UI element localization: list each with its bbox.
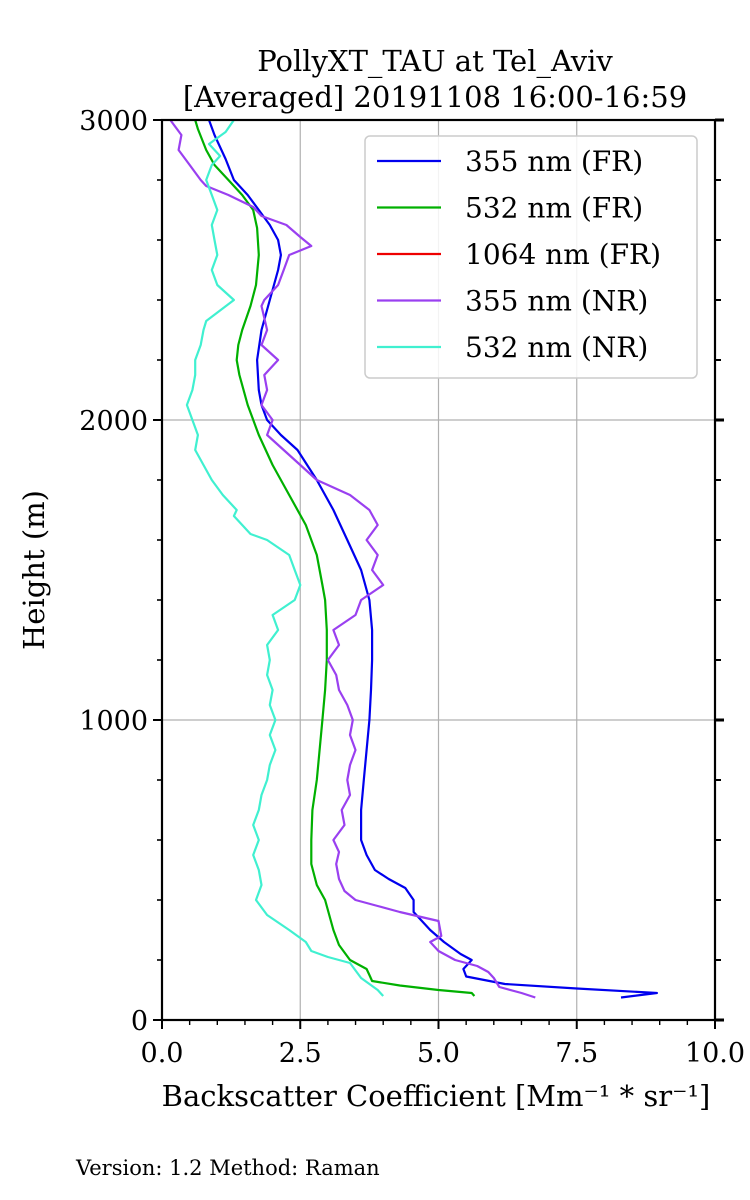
legend: 355 nm (FR) 532 nm (FR) 1064 nm (FR) 355 nm…	[364, 135, 698, 379]
legend-label-0: 355 nm (FR)	[465, 145, 643, 178]
y-tick-label: 2000	[79, 406, 148, 437]
series-lines	[169, 119, 658, 999]
series-line-4	[185, 119, 385, 997]
x-axis-label: Backscatter Coefficient [Mm⁻¹ * sr⁻¹]	[162, 1079, 711, 1113]
x-tick-label: 7.5	[555, 1038, 598, 1069]
legend-label-2: 1064 nm (FR)	[465, 238, 661, 271]
series-line-1	[194, 119, 476, 997]
y-tick-label: 3000	[79, 106, 148, 137]
x-tick-label: 0.0	[141, 1038, 184, 1069]
legend-box	[364, 135, 698, 379]
series-line-0	[207, 119, 658, 999]
y-tick-label: 0	[131, 1006, 148, 1037]
series-line-3	[169, 119, 536, 999]
tick-marks	[153, 118, 724, 1029]
footer-version-method: Version: 1.2 Method: Raman	[75, 1156, 380, 1180]
chart-title-line1: PollyXT_TAU at Tel_Aviv	[257, 44, 613, 79]
y-tick-label: 1000	[79, 706, 148, 737]
legend-label-4: 532 nm (NR)	[465, 331, 648, 364]
tick-labels: 0.0 2.5 5.0 7.5 10.0 0 1000 2000 3000	[79, 106, 745, 1069]
legend-label-1: 532 nm (FR)	[465, 192, 643, 225]
x-tick-label: 5.0	[417, 1038, 460, 1069]
y-axis-label: Height (m)	[17, 490, 51, 650]
chart-title-line2: [Averaged] 20191108 16:00-16:59	[183, 80, 687, 114]
x-tick-label: 10.0	[685, 1038, 745, 1069]
legend-label-3: 355 nm (NR)	[465, 285, 648, 318]
x-tick-label: 2.5	[279, 1038, 322, 1069]
